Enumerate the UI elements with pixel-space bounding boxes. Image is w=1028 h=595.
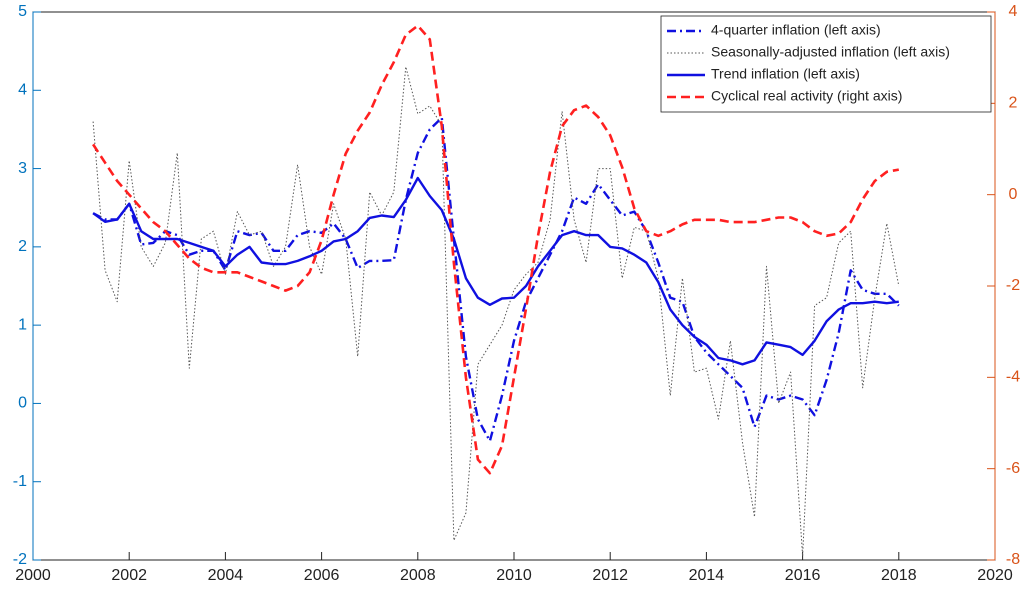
legend-label: 4-quarter inflation (left axis) bbox=[711, 22, 881, 38]
legend-label: Cyclical real activity (right axis) bbox=[711, 88, 902, 104]
x-tick-label: 2016 bbox=[785, 567, 821, 584]
y2-tick-label: -4 bbox=[1006, 369, 1020, 386]
y2-tick-label: 0 bbox=[1009, 186, 1018, 203]
x-tick-label: 2010 bbox=[496, 567, 532, 584]
series-line bbox=[92, 116, 900, 443]
legend-label: Seasonally-adjusted inflation (left axis… bbox=[711, 44, 950, 60]
series-line bbox=[92, 176, 899, 366]
y2-tick-label: -2 bbox=[1006, 277, 1020, 294]
legend-box bbox=[660, 15, 992, 113]
y-tick-label: 2 bbox=[18, 238, 27, 255]
x-tick-label: 2008 bbox=[400, 567, 436, 584]
y-tick-label: 3 bbox=[18, 160, 27, 177]
legend-label: Trend inflation (left axis) bbox=[711, 66, 860, 82]
legend: 4-quarter inflation (left axis) Seasonall… bbox=[660, 15, 992, 113]
series-line bbox=[92, 66, 900, 557]
y2-tick-label: 2 bbox=[1009, 95, 1018, 112]
series-line bbox=[92, 24, 900, 475]
y-tick-label: -1 bbox=[13, 473, 27, 490]
x-tick-label: 2004 bbox=[208, 567, 244, 584]
x-tick-label: 2018 bbox=[881, 567, 917, 584]
y-tick-label: -2 bbox=[13, 551, 27, 568]
x-tick-label: 2020 bbox=[977, 567, 1013, 584]
y2-tick-label: -6 bbox=[1006, 460, 1020, 477]
y-tick-label: 5 bbox=[18, 3, 27, 20]
y2-tick-label: 4 bbox=[1009, 3, 1018, 20]
y-tick-label: 4 bbox=[18, 82, 27, 99]
y-tick-label: 0 bbox=[18, 395, 27, 412]
x-tick-label: 2014 bbox=[689, 567, 725, 584]
x-tick-label: 2012 bbox=[592, 567, 628, 584]
y-tick-label: 1 bbox=[18, 316, 27, 333]
x-tick-label: 2002 bbox=[111, 567, 147, 584]
y2-tick-label: -8 bbox=[1006, 551, 1020, 568]
x-tick-label: 2000 bbox=[15, 567, 51, 584]
x-tick-label: 2006 bbox=[304, 567, 340, 584]
